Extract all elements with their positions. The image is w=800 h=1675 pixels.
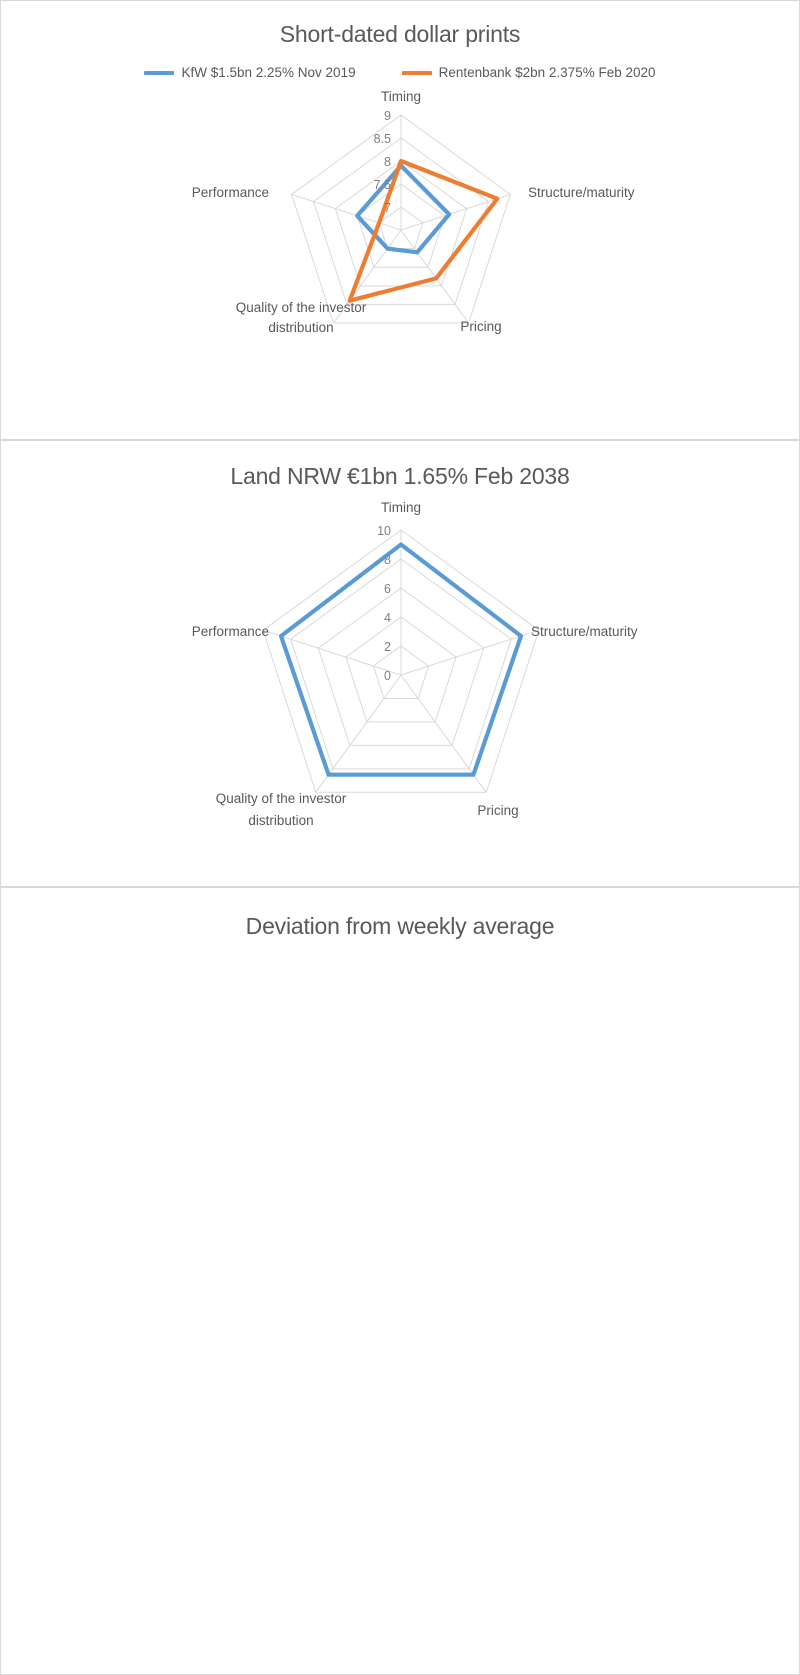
radar-spoke: [262, 629, 402, 676]
legend-item-rentenbank[interactable]: Rentenbank $2bn 2.375% Feb 2020: [401, 65, 656, 80]
radar-tick-labels-2: 0 2 4 6 8 10: [377, 524, 391, 683]
radar-grid-ring: [262, 529, 540, 793]
radar-spoke: [400, 629, 540, 676]
page-title-2: Land NRW €1bn 1.65% Feb 2038: [230, 463, 570, 489]
chart-panel-short-dated-dollar-prints: Short-dated dollar prints KfW $1.5bn 2.2…: [0, 0, 800, 440]
radar-axis-label: Structure/maturity: [531, 624, 638, 639]
radar-tick-label: 9: [384, 109, 391, 123]
legend-label-rentenbank: Rentenbank $2bn 2.375% Feb 2020: [438, 65, 656, 80]
legend-label-kfw: KfW $1.5bn 2.25% Nov 2019: [181, 65, 356, 80]
radar-spoke: [291, 193, 402, 231]
radar-grid-ring: [290, 558, 512, 770]
legend-top: KfW $1.5bn 2.25% Nov 2019 Rentenbank $2b…: [1, 65, 799, 80]
radar-spoke: [400, 193, 511, 231]
page-title-3: Deviation from weekly average: [245, 913, 555, 939]
chart-panel-land-nrw: Land NRW €1bn 1.65% Feb 2038 Timing Struc…: [0, 440, 800, 887]
radar-axis-label: Timing: [381, 500, 421, 515]
radar-tick-label: 6: [384, 582, 391, 596]
bar-chart-plot-area: [1, 888, 799, 1674]
radar-grid-ring: [291, 114, 511, 324]
radar-grid-ring: [345, 616, 457, 723]
page-title-1: Short-dated dollar prints: [279, 21, 521, 47]
radar-series-polygon: [347, 158, 500, 303]
radar-axis-label: Pricing: [460, 319, 501, 334]
radar-svg-1: Timing Structure/maturity Pricing Quality o…: [192, 89, 635, 335]
radar-axis-labels-2: Timing Structure/maturity Pricing Quality o…: [192, 500, 638, 828]
legend-swatch-kfw: [144, 70, 175, 75]
radar-tick-label: 7: [384, 201, 391, 215]
radar-tick-label: 0: [384, 669, 391, 683]
radar-grid-1: [291, 114, 511, 324]
radar-axis-label: Timing: [381, 89, 421, 104]
radar-grid-ring: [317, 587, 485, 746]
legend-swatch-rentenbank: [401, 70, 432, 75]
radar-axis-label: Structure/maturity: [528, 185, 635, 200]
radar-tick-label: 8: [384, 155, 391, 169]
radar-axis-labels-1: Timing Structure/maturity Pricing Quality o…: [192, 89, 635, 335]
radar-tick-label: 8.5: [374, 132, 391, 146]
radar-axis-label: Pricing: [477, 803, 518, 818]
radar-axis-label: distribution: [268, 320, 333, 335]
radar-tick-label: 10: [377, 524, 391, 538]
radar-spoke: [400, 229, 470, 324]
radar-tick-label: 7.5: [374, 178, 391, 192]
radar-spoke: [332, 229, 402, 324]
radar-series-group-2: [278, 542, 524, 777]
radar-tick-labels-1: 7 7.5 8 8.5 9: [374, 109, 391, 215]
radar-axis-label: Performance: [192, 624, 269, 639]
radar-series-group-1: [347, 158, 500, 303]
radar-tick-label: 4: [384, 611, 391, 625]
radar-axis-label: Quality of the investor: [236, 300, 367, 315]
radar-grid-ring: [372, 645, 430, 699]
radar-series-polygon: [355, 163, 452, 255]
radar-chart-1: Timing Structure/maturity Pricing Quality o…: [1, 80, 799, 400]
radar-axis-label: distribution: [248, 813, 313, 828]
legend-item-kfw[interactable]: KfW $1.5bn 2.25% Nov 2019: [144, 65, 356, 80]
radar-tick-label: 8: [384, 553, 391, 567]
chart-panel-deviation: Deviation from weekly average: [0, 887, 800, 1675]
radar-axis-label: Performance: [192, 185, 269, 200]
radar-tick-label: 2: [384, 640, 391, 654]
radar-grid-2: [262, 529, 540, 793]
radar-series-polygon: [278, 542, 524, 777]
radar-svg-2: Timing Structure/maturity Pricing Quality o…: [192, 500, 638, 828]
radar-axis-label: Quality of the investor: [216, 791, 347, 806]
radar-chart-2: Timing Structure/maturity Pricing Quality o…: [1, 490, 799, 870]
